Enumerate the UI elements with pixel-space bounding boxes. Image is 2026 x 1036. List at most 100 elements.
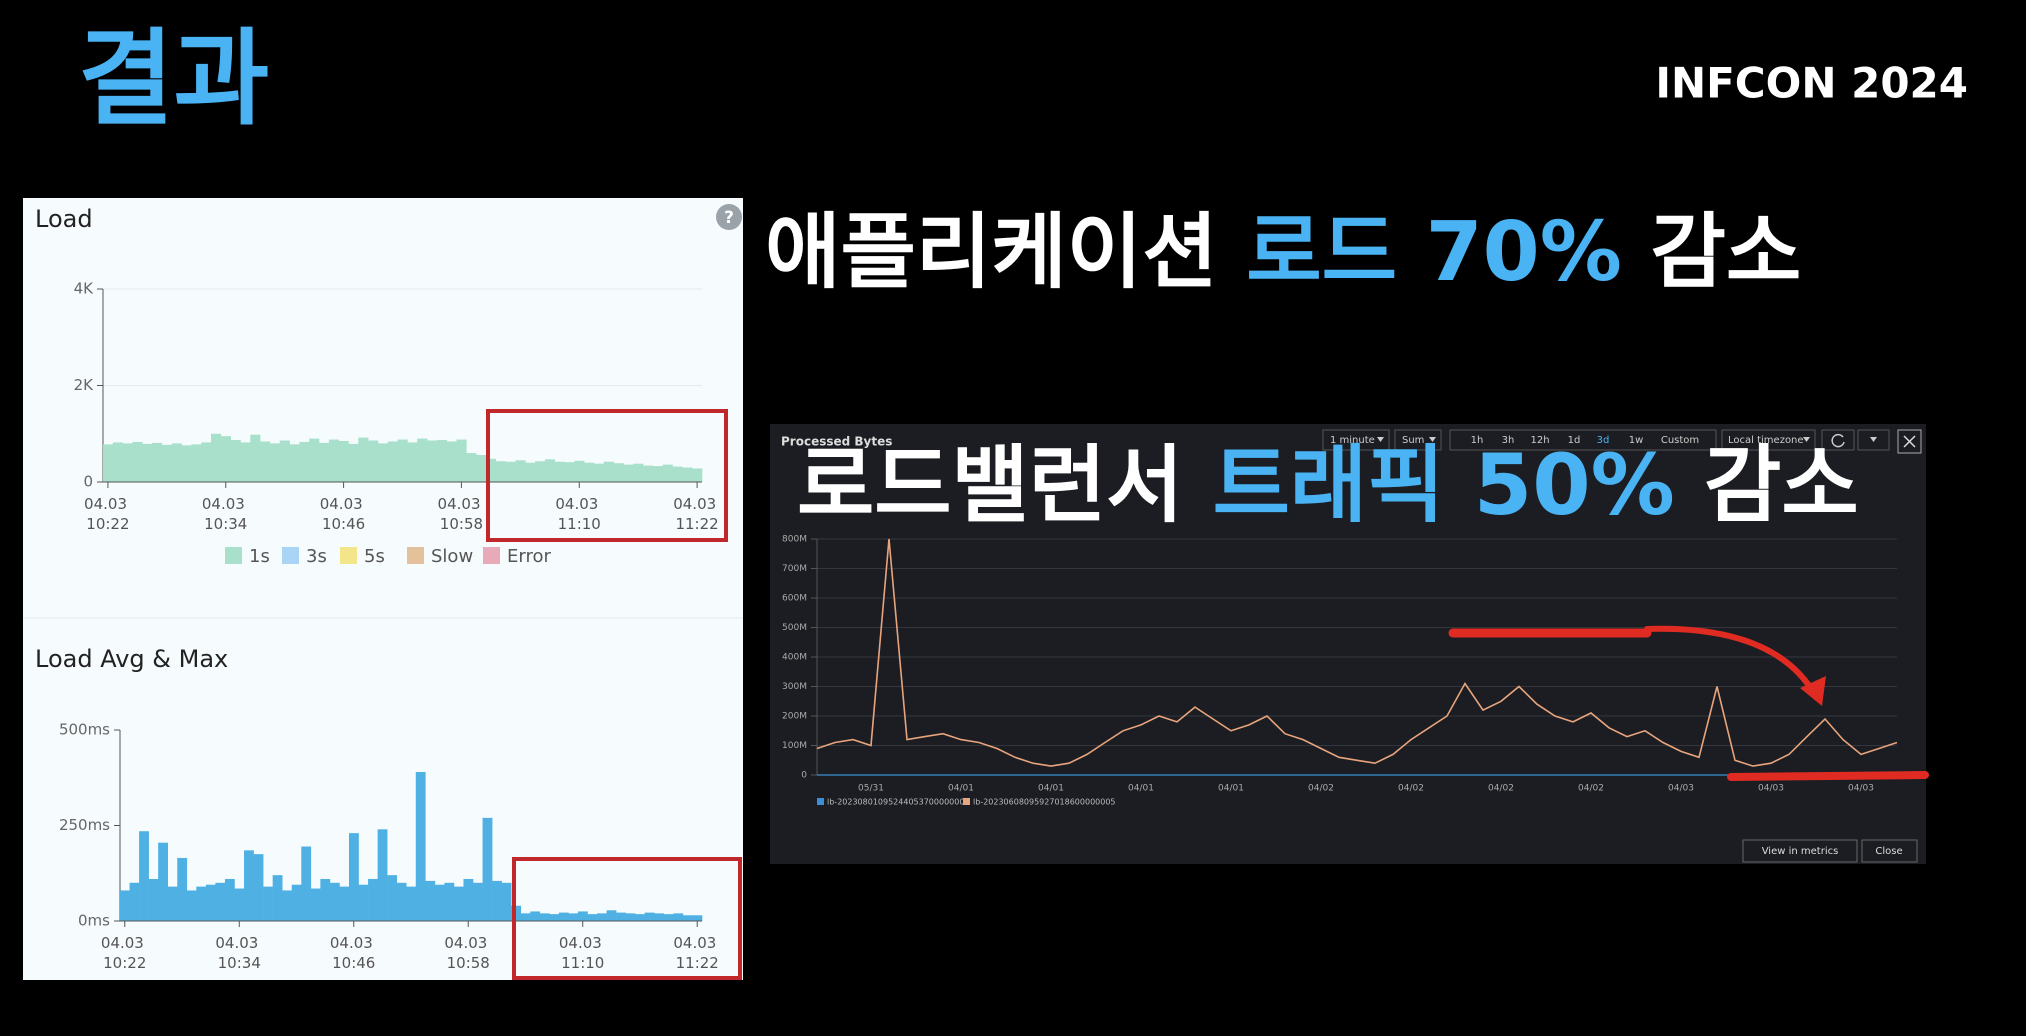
metrics-panel (770, 424, 1926, 864)
legend-label: 5s (364, 546, 385, 567)
bar (230, 440, 241, 482)
x-tick-label: 04/02 (1488, 784, 1514, 794)
bar (425, 880, 436, 921)
bar (224, 878, 235, 921)
x-tick-line: 10:22 (103, 954, 146, 972)
x-tick-label: 04.03 11:22 (673, 495, 721, 533)
y-tick-label: 800M (782, 535, 807, 545)
x-tick-line: 04.03 (673, 495, 721, 513)
bar (535, 461, 546, 482)
view-button[interactable] (1742, 839, 1858, 863)
bar (453, 886, 464, 921)
bar (205, 884, 216, 921)
bar (606, 910, 617, 921)
range-option[interactable]: 1w (1629, 435, 1644, 446)
close-x (1903, 435, 1916, 448)
range-option[interactable]: 1d (1568, 435, 1581, 446)
x-tick-line: 10:46 (322, 515, 365, 533)
bar (584, 462, 595, 482)
bar (234, 888, 245, 921)
range-option[interactable]: 3h (1502, 435, 1515, 446)
view-button-text[interactable]: View in metrics (1762, 846, 1839, 857)
help-icon-text[interactable]: ? (724, 208, 734, 228)
x-tick-line: 04.03 (444, 934, 492, 952)
refresh-button[interactable] (1821, 429, 1855, 451)
x-tick-label: 04/01 (1218, 784, 1244, 794)
bar (613, 463, 624, 482)
legend-swatch (407, 547, 424, 564)
x-tick-label: 04.03 11:10 (555, 495, 603, 533)
x-tick-line: 04.03 (330, 934, 378, 952)
x-tick-label: 04/02 (1398, 784, 1424, 794)
bar (501, 882, 512, 921)
bar (564, 462, 575, 482)
bar (368, 878, 378, 921)
bar (215, 882, 226, 921)
bar (406, 886, 417, 921)
stat-select[interactable] (1394, 429, 1442, 451)
bar (358, 884, 369, 921)
x-tick-label: 04.03 11:10 (559, 934, 607, 972)
x-tick-line: 10:58 (447, 954, 490, 972)
controls: 1 minute Sum Local timezone View in metr… (1322, 429, 1922, 863)
help-icon[interactable] (716, 204, 742, 230)
bar (654, 913, 665, 921)
bar (407, 442, 418, 482)
y-tick-label: 0 (83, 473, 93, 491)
bar (387, 875, 397, 921)
legend-swatch (817, 798, 824, 805)
bar (328, 439, 339, 482)
range-option[interactable]: 3d (1597, 435, 1610, 446)
y-tick-label: 2K (74, 376, 95, 394)
x-tick-line: 04.03 (320, 495, 368, 513)
bar (476, 454, 487, 482)
bar (282, 890, 293, 921)
bar (339, 886, 350, 921)
bar (520, 913, 531, 921)
timezone-text[interactable]: Local timezone (1728, 435, 1804, 446)
bar (329, 882, 340, 921)
bar (377, 443, 389, 482)
bar (616, 912, 626, 921)
x-tick-label: 04.03 10:46 (320, 495, 368, 533)
bar (456, 439, 467, 482)
bar (682, 467, 693, 482)
bar (129, 882, 140, 921)
bar (253, 854, 264, 921)
timezone-select[interactable] (1721, 429, 1816, 451)
caret (1377, 437, 1384, 442)
bar (577, 911, 588, 921)
bar (568, 913, 579, 921)
period-text[interactable]: 1 minute (1330, 435, 1375, 446)
range-option[interactable]: 12h (1530, 435, 1549, 446)
legend-swatch (963, 798, 970, 805)
bar (132, 441, 143, 482)
bar (603, 461, 614, 482)
bar (289, 444, 300, 482)
x-tick-label: 04/01 (1128, 784, 1154, 794)
close-button-text[interactable]: Close (1875, 846, 1902, 857)
bar (495, 461, 506, 482)
bar (167, 886, 178, 921)
bar (191, 444, 202, 482)
range-option[interactable]: Custom (1661, 435, 1699, 446)
bar (446, 441, 457, 482)
range-option[interactable]: 1h (1471, 435, 1484, 446)
chart-title: Load (35, 205, 93, 233)
legend-swatch (282, 547, 299, 564)
period-select[interactable] (1322, 429, 1390, 451)
legend-label: Error (507, 546, 551, 567)
close-button[interactable] (1861, 839, 1918, 863)
headline-part: 감소 (1622, 205, 1801, 300)
stat-text[interactable]: Sum (1402, 435, 1424, 446)
bar (644, 912, 655, 921)
bar (220, 436, 231, 482)
bar (492, 880, 502, 921)
bar (201, 442, 212, 482)
highlight-box (486, 409, 728, 542)
x-tick-label: 04.03 10:34 (202, 495, 250, 533)
close-icon[interactable] (1897, 429, 1922, 454)
more-button[interactable] (1857, 429, 1890, 451)
bar (549, 914, 560, 921)
y-tick-label: 600M (782, 594, 807, 604)
